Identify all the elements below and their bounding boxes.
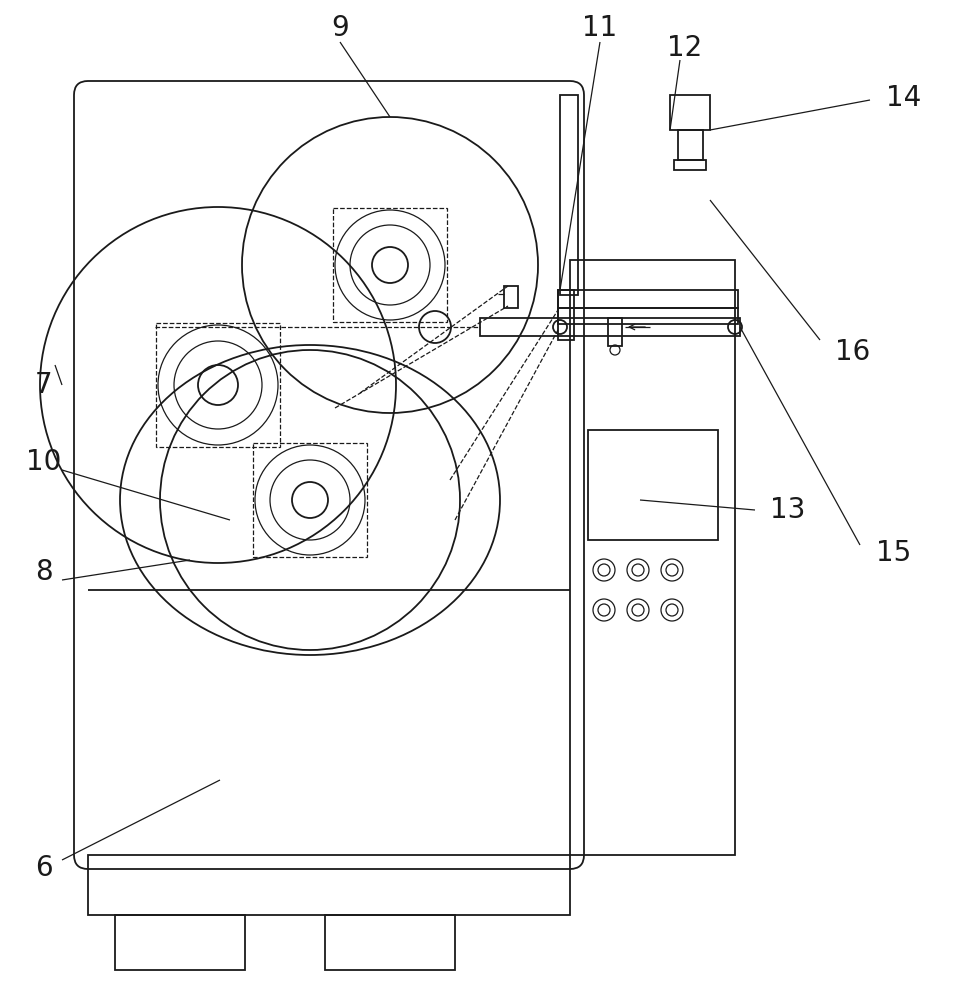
Bar — [560, 95, 578, 295]
Bar — [558, 308, 738, 324]
Bar — [253, 443, 367, 557]
Text: 14: 14 — [886, 84, 922, 112]
Bar — [670, 95, 710, 130]
Text: 15: 15 — [876, 539, 911, 567]
Text: 16: 16 — [835, 338, 870, 366]
Bar — [333, 208, 447, 322]
Bar — [678, 130, 703, 160]
Bar — [115, 915, 245, 970]
Bar — [480, 318, 740, 336]
Text: 11: 11 — [582, 14, 617, 42]
Bar — [504, 286, 518, 308]
Bar — [570, 260, 735, 855]
Text: 13: 13 — [770, 496, 805, 524]
Bar — [674, 160, 706, 170]
Bar — [88, 855, 570, 915]
Text: 7: 7 — [35, 371, 53, 399]
Bar — [558, 290, 574, 340]
Bar — [156, 323, 280, 447]
Text: 6: 6 — [35, 854, 53, 882]
Text: 12: 12 — [668, 34, 703, 62]
Bar — [325, 915, 455, 970]
Text: 8: 8 — [35, 558, 53, 586]
Text: 10: 10 — [26, 448, 62, 476]
FancyBboxPatch shape — [74, 81, 584, 869]
Bar — [588, 430, 718, 540]
Text: 9: 9 — [331, 14, 349, 42]
Bar — [608, 318, 622, 346]
Bar — [558, 290, 738, 308]
